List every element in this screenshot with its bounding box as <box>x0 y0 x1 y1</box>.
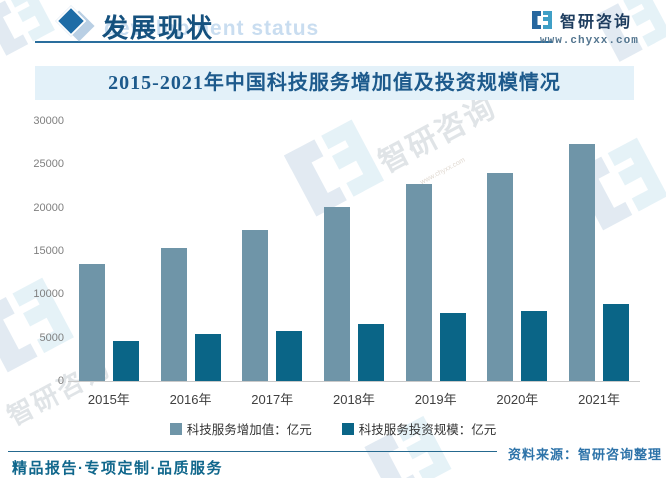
page-title: 发展现状 <box>102 14 215 43</box>
bar-group-2019年 <box>405 122 466 381</box>
chart-title: 2015-2021年中国科技服务增加值及投资规模情况 <box>35 66 634 100</box>
x-axis: 2015年 2016年 2017年 2018年 2019年 2020年 2021年 <box>68 389 640 408</box>
x-tick-label: 2015年 <box>87 392 130 407</box>
y-tick-label: 5000 <box>39 331 64 344</box>
bar-investment-2021年 <box>603 304 630 381</box>
bar-group-2018年 <box>323 122 384 381</box>
bar-group-2015年 <box>78 122 139 381</box>
y-tick-label: 15000 <box>33 245 64 257</box>
brand-url[interactable]: www.chyxx.com <box>540 35 639 47</box>
brand-block: 智研咨询 www.chyxx.com <box>530 8 646 47</box>
x-tick-label: 2021年 <box>578 392 621 407</box>
bar-investment-2020年 <box>521 311 548 381</box>
chart-legend: 科技服务增加值：亿元 科技服务投资规模：亿元 <box>0 419 666 438</box>
bar-group-2020年 <box>487 122 548 381</box>
bar-group-2021年 <box>569 122 630 381</box>
bar-added-value-2015年 <box>78 264 105 381</box>
bar-investment-2019年 <box>439 313 466 381</box>
bar-added-value-2020年 <box>487 173 514 381</box>
legend-item-investment: 科技服务投资规模：亿元 <box>341 419 497 438</box>
bar-added-value-2017年 <box>242 230 269 381</box>
y-tick-label: 25000 <box>33 158 64 171</box>
x-tick-label: 2019年 <box>414 392 457 407</box>
legend-item-added-value: 科技服务增加值：亿元 <box>169 419 312 438</box>
y-tick-label: 20000 <box>33 201 64 214</box>
x-tick-label: 2020年 <box>496 392 539 407</box>
legend-swatch-icon <box>169 422 182 435</box>
bar-investment-2017年 <box>276 331 303 381</box>
legend-label: 科技服务增加值：亿元 <box>186 423 312 437</box>
legend-swatch-icon <box>341 422 354 435</box>
brand-name: 智研咨询 <box>560 14 633 31</box>
footer-slogan: 精品报告·专项定制·品质服务 <box>12 460 223 477</box>
legend-label: 科技服务投资规模：亿元 <box>358 423 497 437</box>
bar-added-value-2016年 <box>160 248 187 381</box>
y-tick-label: 30000 <box>33 115 64 127</box>
bar-investment-2016年 <box>194 334 221 381</box>
source-text: 资料来源：智研咨询整理 <box>508 447 663 462</box>
bar-added-value-2021年 <box>569 144 596 381</box>
header-watermark-text: development status <box>104 17 320 40</box>
brand-logo-icon <box>532 11 552 29</box>
x-tick-label: 2016年 <box>169 392 212 407</box>
diamond-icon <box>55 5 96 42</box>
bar-investment-2015年 <box>112 341 139 381</box>
x-tick-label: 2018年 <box>332 392 375 407</box>
background-watermark-logo <box>354 404 462 478</box>
y-tick-label: 0 <box>57 375 64 387</box>
background-watermark-logo <box>0 0 64 66</box>
y-tick-label: 10000 <box>33 288 64 301</box>
bar-group-2017年 <box>242 122 303 381</box>
bar-group-2016年 <box>160 122 221 381</box>
bar-investment-2018年 <box>357 324 384 381</box>
bar-added-value-2018年 <box>323 207 350 381</box>
source-divider <box>8 451 497 452</box>
plot-area <box>68 122 640 382</box>
x-tick-label: 2017年 <box>251 392 294 407</box>
bar-added-value-2019年 <box>405 184 432 381</box>
header-divider <box>35 41 552 43</box>
